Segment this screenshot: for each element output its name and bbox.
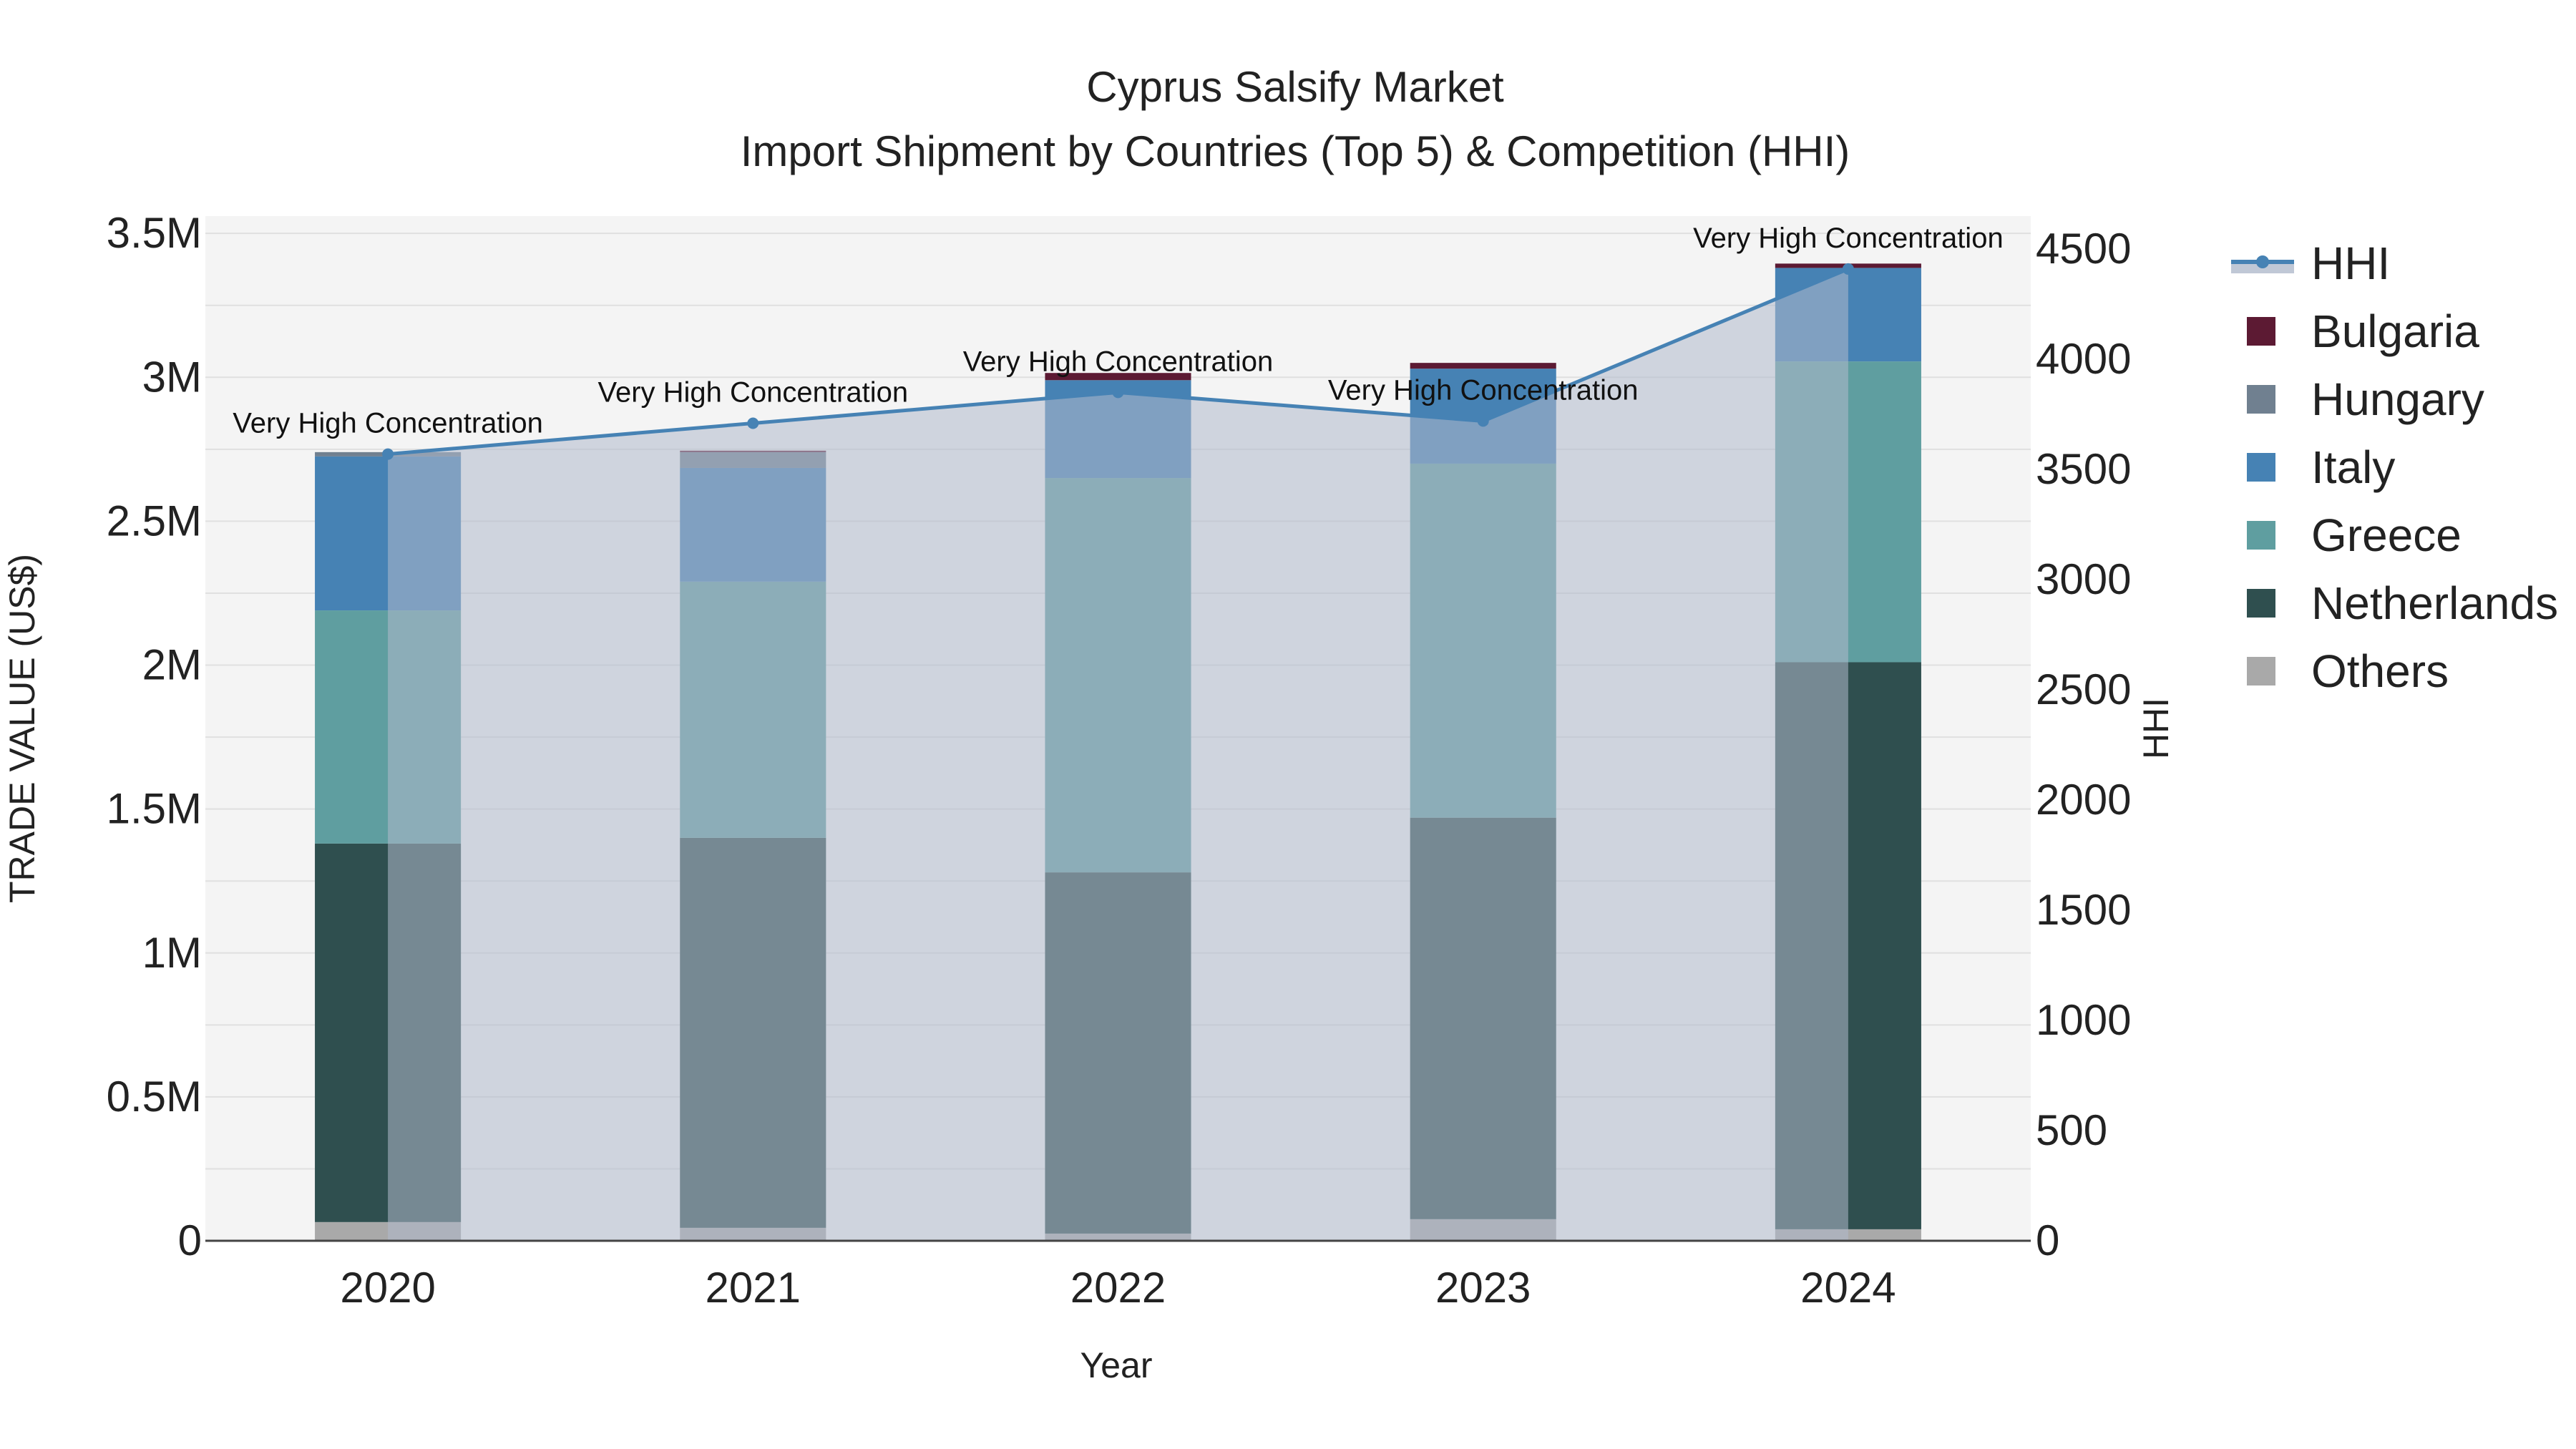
y2-tick-label: 1500 xyxy=(2036,886,2131,934)
hhi-annotation: Very High Concentration xyxy=(1328,374,1639,406)
y2-tick-label: 2500 xyxy=(2036,665,2131,713)
x-tick-label: 2022 xyxy=(1070,1264,1166,1312)
hhi-point-2021 xyxy=(747,417,759,429)
x-tick-label: 2024 xyxy=(1800,1264,1896,1312)
legend-swatch-hungary xyxy=(2247,385,2275,414)
x-axis-label: Year xyxy=(1080,1345,1152,1385)
legend-item-greece: Greece xyxy=(2247,509,2462,561)
y-tick-label: 0.5M xyxy=(107,1073,202,1121)
y-tick-label: 3.5M xyxy=(107,209,202,257)
hhi-point-2024 xyxy=(1842,263,1854,275)
x-tick-label: 2020 xyxy=(340,1264,435,1312)
legend-label: Hungary xyxy=(2311,374,2484,425)
chart-title-line1: Cyprus Salsify Market xyxy=(1086,63,1504,111)
legend-label: Bulgaria xyxy=(2311,306,2479,357)
y2-axis-ticks: 0 500 1000 1500 2000 2500 3000 3500 4000 4500 xyxy=(2036,225,2131,1264)
y-tick-label: 1.5M xyxy=(107,785,202,833)
y2-tick-label: 1000 xyxy=(2036,996,2131,1044)
hhi-area-line xyxy=(382,263,1854,1241)
y2-tick-label: 4000 xyxy=(2036,335,2131,383)
legend: HHI Bulgaria Hungary Italy Greece Netherlands… xyxy=(2231,238,2558,697)
hhi-area xyxy=(388,268,1848,1241)
hhi-annotations: Very High Concentration Very High Concent… xyxy=(233,223,2003,439)
x-tick-label: 2021 xyxy=(706,1264,801,1312)
x-axis-ticks: 2020 2021 2022 2023 2024 xyxy=(340,1264,1896,1312)
chart-title-line2: Import Shipment by Countries (Top 5) & C… xyxy=(741,127,1850,175)
legend-swatch-netherlands xyxy=(2247,589,2275,618)
y-axis-label: TRADE VALUE (US$) xyxy=(2,554,42,903)
hhi-annotation: Very High Concentration xyxy=(598,376,909,408)
hhi-annotation: Very High Concentration xyxy=(963,346,1274,377)
y-tick-label: 2M xyxy=(142,641,202,689)
y-axis-ticks: 0 0.5M 1M 1.5M 2M 2.5M 3M 3.5M xyxy=(107,209,202,1264)
hhi-point-2022 xyxy=(1112,386,1124,399)
y2-tick-label: 2000 xyxy=(2036,776,2131,824)
y-tick-label: 1M xyxy=(142,929,202,977)
hhi-annotation: Very High Concentration xyxy=(1693,223,2004,254)
hhi-point-2023 xyxy=(1477,415,1489,427)
y-tick-label: 2.5M xyxy=(107,497,202,545)
legend-label: Italy xyxy=(2311,441,2395,493)
y2-tick-label: 3000 xyxy=(2036,555,2131,603)
y2-tick-label: 500 xyxy=(2036,1106,2107,1154)
legend-item-hungary: Hungary xyxy=(2247,374,2484,425)
legend-item-italy: Italy xyxy=(2247,441,2395,493)
legend-label: HHI xyxy=(2311,238,2390,289)
bar-bulgaria-2022 xyxy=(1045,373,1191,381)
legend-item-netherlands: Netherlands xyxy=(2247,577,2558,629)
legend-swatch-others xyxy=(2247,657,2275,686)
legend-item-hhi: HHI xyxy=(2231,238,2390,289)
y2-axis-label: HHI xyxy=(2136,698,2176,759)
legend-item-others: Others xyxy=(2247,645,2449,697)
legend-swatch-greece xyxy=(2247,521,2275,550)
legend-label: Greece xyxy=(2311,509,2462,561)
y2-tick-label: 0 xyxy=(2036,1216,2059,1264)
hhi-point-2020 xyxy=(382,448,394,460)
legend-swatch-italy xyxy=(2247,453,2275,482)
y-tick-label: 3M xyxy=(142,353,202,401)
y2-tick-label: 4500 xyxy=(2036,225,2131,273)
x-tick-label: 2023 xyxy=(1435,1264,1531,1312)
legend-item-bulgaria: Bulgaria xyxy=(2247,306,2479,357)
legend-swatch-bulgaria xyxy=(2247,317,2275,346)
legend-label: Others xyxy=(2311,645,2449,697)
legend-swatch-hhi-marker xyxy=(2256,255,2269,268)
legend-label: Netherlands xyxy=(2311,577,2558,629)
hhi-annotation: Very High Concentration xyxy=(233,408,543,439)
bar-bulgaria-2023 xyxy=(1410,363,1556,369)
y2-tick-label: 3500 xyxy=(2036,445,2131,493)
y-tick-label: 0 xyxy=(178,1216,202,1264)
